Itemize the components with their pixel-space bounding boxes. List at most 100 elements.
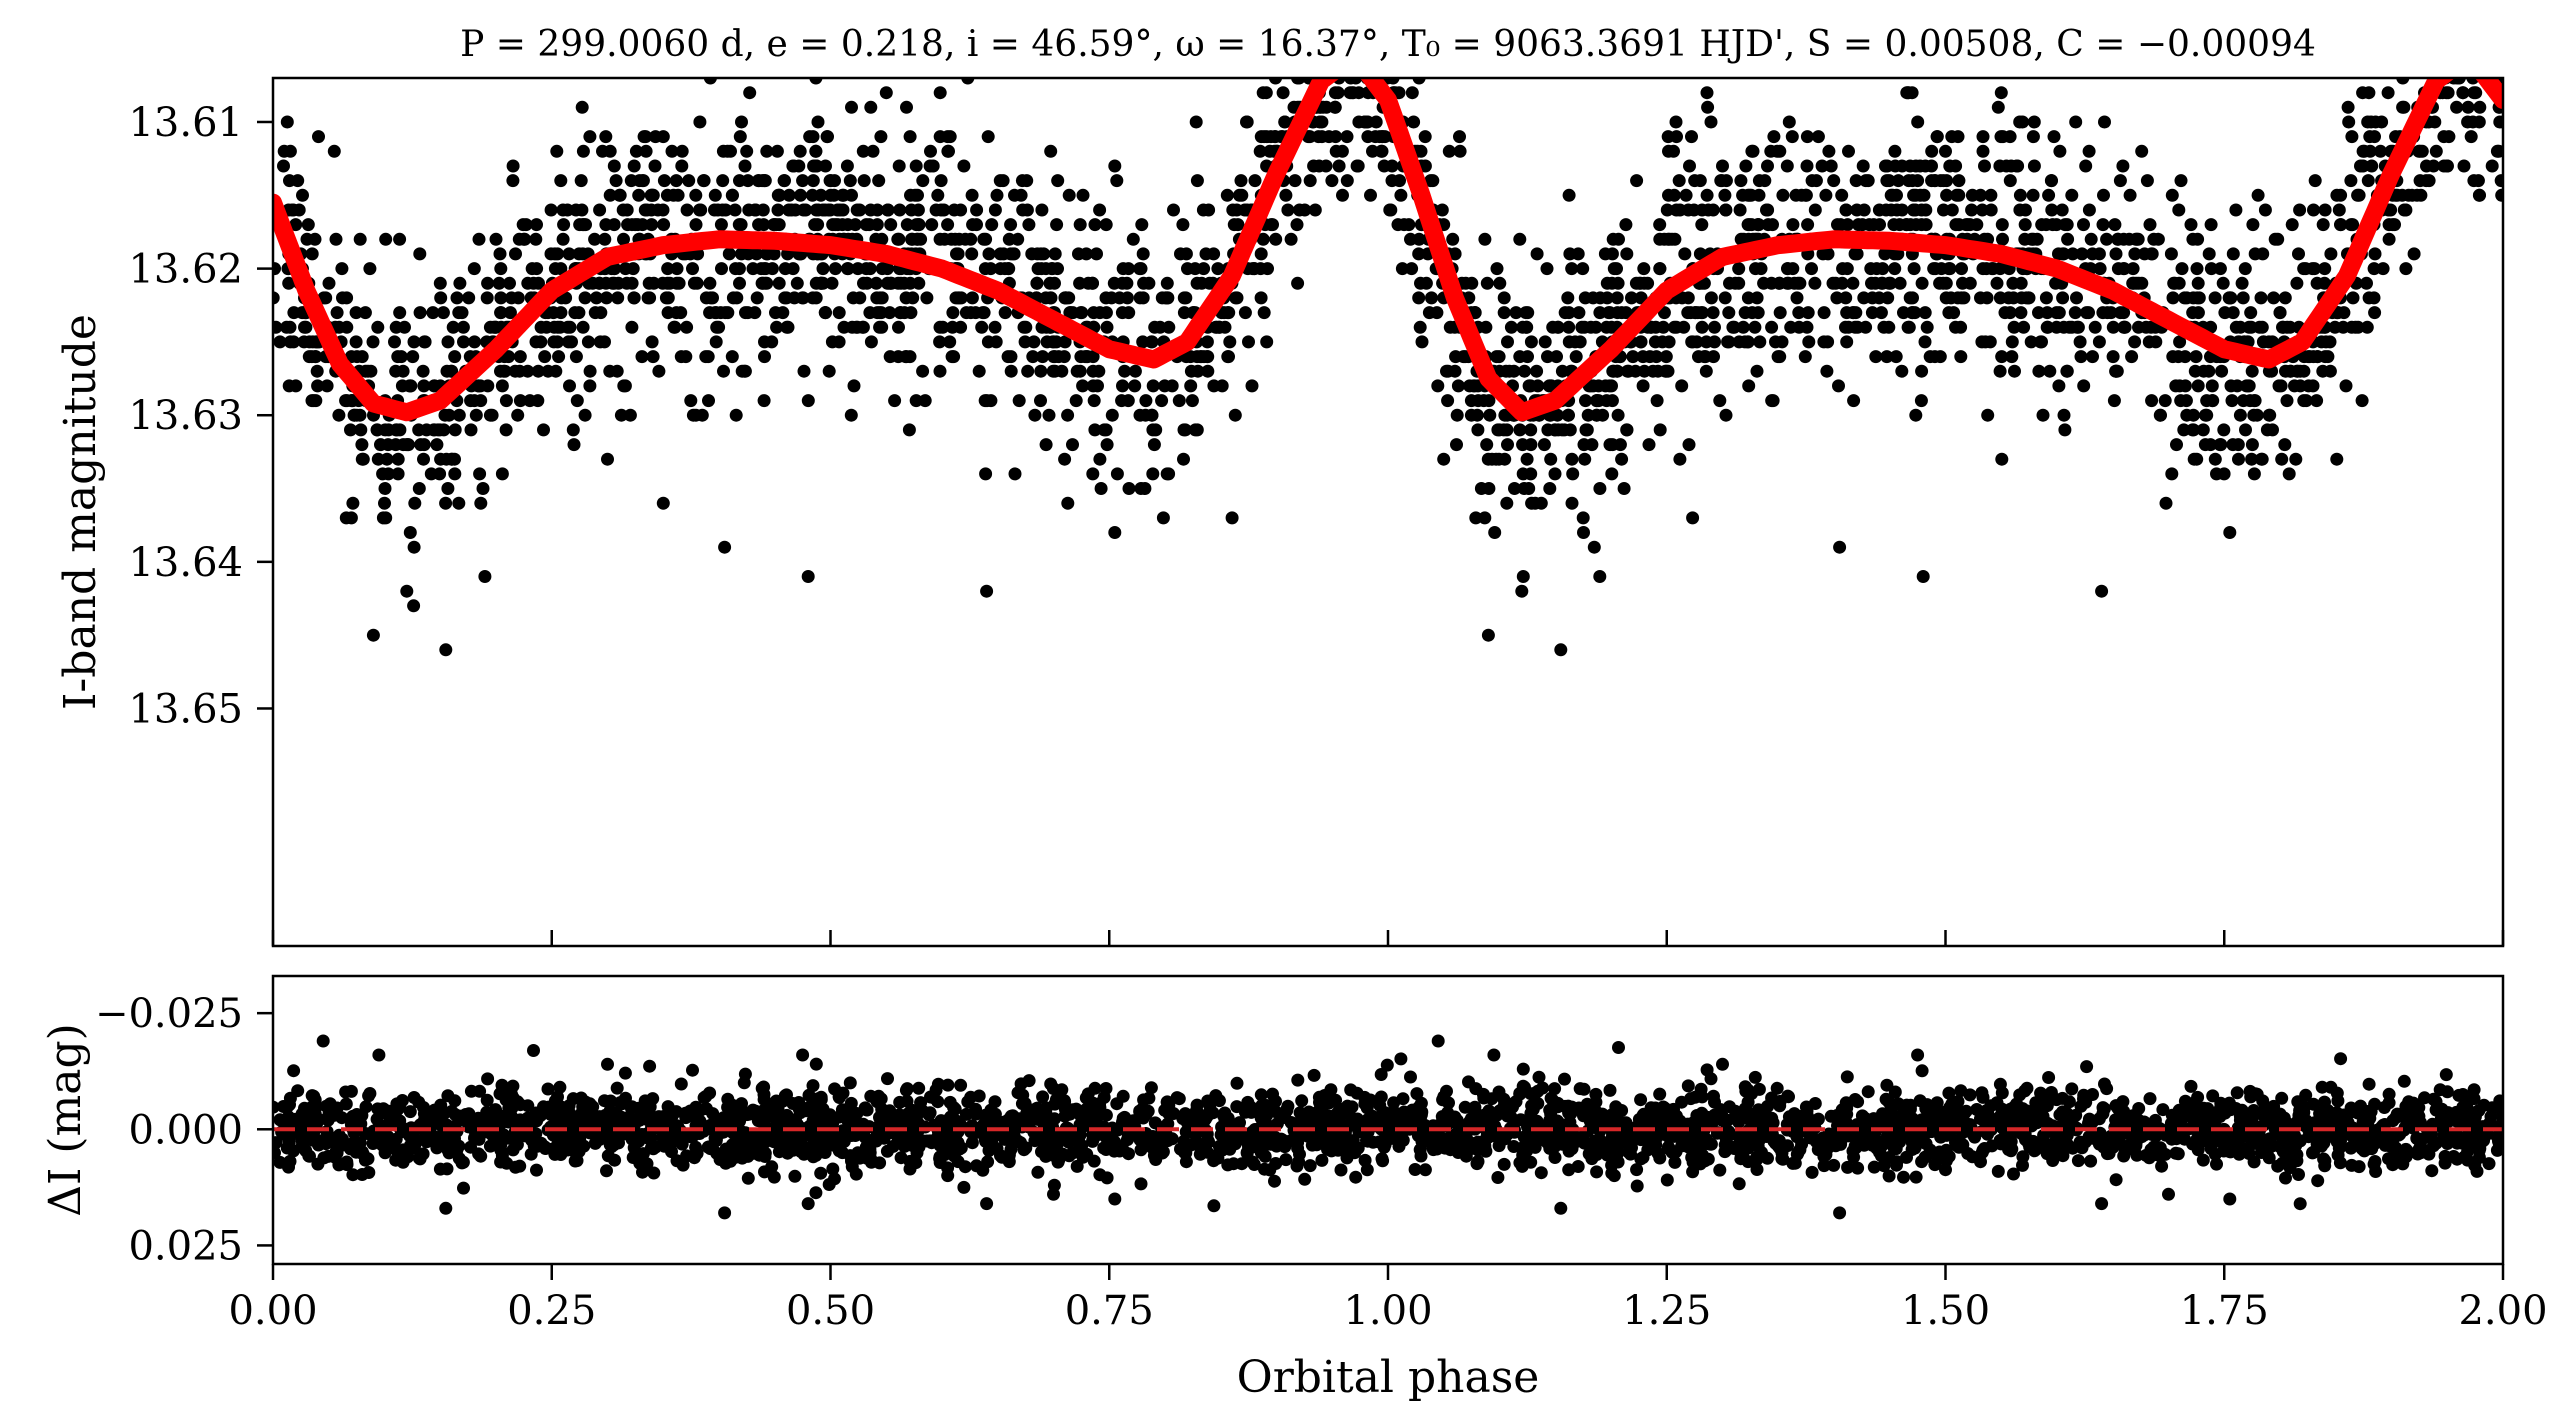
magnitude-point — [2117, 306, 2131, 320]
y-tick-label: 13.61 — [128, 100, 243, 146]
magnitude-point — [2135, 144, 2149, 158]
residual-point — [1963, 1088, 1977, 1102]
magnitude-point — [283, 174, 296, 188]
magnitude-point — [635, 350, 649, 364]
magnitude-point — [1446, 232, 1460, 246]
magnitude-point — [1147, 438, 1161, 452]
magnitude-point — [413, 306, 427, 320]
magnitude-point — [2204, 218, 2218, 232]
magnitude-point — [308, 350, 322, 364]
magnitude-point — [578, 408, 592, 422]
magnitude-point — [283, 144, 297, 158]
magnitude-point — [1046, 262, 1059, 276]
magnitude-point — [406, 350, 420, 364]
magnitude-point — [1952, 174, 1966, 188]
magnitude-point — [513, 394, 527, 408]
magnitude-point — [732, 262, 746, 276]
magnitude-point — [900, 218, 914, 232]
magnitude-point — [2250, 408, 2264, 422]
magnitude-point — [579, 218, 592, 232]
magnitude-point — [1963, 276, 1977, 290]
residual-point — [2155, 1159, 2169, 1173]
magnitude-point — [1530, 364, 1544, 378]
magnitude-point — [1718, 291, 1732, 305]
magnitude-point — [2024, 335, 2038, 349]
magnitude-point — [2113, 174, 2127, 188]
magnitude-point — [661, 276, 674, 290]
magnitude-point — [1799, 188, 1813, 202]
magnitude-point — [1695, 218, 1709, 232]
magnitude-point — [2147, 232, 2161, 246]
magnitude-point — [2100, 232, 2114, 246]
magnitude-point — [619, 262, 632, 276]
magnitude-point — [832, 306, 846, 320]
magnitude-point — [441, 335, 455, 349]
magnitude-point — [837, 320, 851, 334]
magnitude-point — [498, 364, 512, 378]
magnitude-point — [1078, 350, 1092, 364]
magnitude-point — [1704, 115, 1718, 129]
magnitude-point — [1051, 174, 1065, 188]
magnitude-point — [1212, 320, 1226, 334]
residual-point — [1877, 1159, 1891, 1173]
magnitude-point — [642, 276, 656, 290]
magnitude-point — [2374, 144, 2387, 158]
magnitude-point — [1970, 218, 1984, 232]
magnitude-point — [1020, 203, 1034, 217]
magnitude-point — [2186, 408, 2200, 422]
magnitude-point — [518, 232, 532, 246]
magnitude-point — [1952, 188, 1966, 202]
magnitude-point — [1714, 174, 1728, 188]
magnitude-point — [468, 335, 481, 349]
magnitude-point — [1857, 203, 1871, 217]
magnitude-point — [757, 394, 771, 408]
magnitude-point — [946, 306, 960, 320]
magnitude-point — [2106, 350, 2120, 364]
magnitude-point — [2361, 115, 2375, 129]
magnitude-point — [478, 570, 492, 583]
magnitude-point — [1046, 364, 1060, 378]
magnitude-point — [346, 394, 360, 408]
magnitude-point — [2077, 218, 2090, 232]
magnitude-point — [1683, 159, 1696, 173]
magnitude-point — [578, 291, 592, 305]
magnitude-point — [2075, 247, 2089, 261]
magnitude-point — [1657, 232, 1671, 246]
magnitude-point — [436, 306, 450, 320]
magnitude-point — [311, 379, 325, 393]
magnitude-point — [1028, 408, 1042, 422]
residual-point — [1142, 1091, 1156, 1105]
magnitude-point — [1993, 159, 2007, 173]
y-tick-label: 13.63 — [128, 393, 243, 439]
magnitude-point — [1605, 320, 1619, 334]
magnitude-point — [2225, 394, 2239, 408]
magnitude-point — [2367, 262, 2381, 276]
magnitude-point — [743, 86, 757, 100]
magnitude-point — [1829, 276, 1843, 290]
magnitude-point — [393, 306, 407, 320]
magnitude-point — [957, 159, 971, 173]
magnitude-point — [2224, 379, 2238, 393]
magnitude-point — [1025, 247, 1039, 261]
magnitude-point — [1713, 394, 1727, 408]
magnitude-point — [1042, 408, 1056, 422]
magnitude-point — [816, 262, 830, 276]
residual-point — [2184, 1079, 2198, 1093]
magnitude-point — [883, 350, 897, 364]
residual-point — [2191, 1143, 2205, 1157]
magnitude-point — [1888, 262, 1902, 276]
magnitude-point — [2323, 364, 2337, 378]
magnitude-point — [1722, 306, 1736, 320]
magnitude-point — [1942, 262, 1956, 276]
magnitude-point — [703, 78, 717, 85]
magnitude-point — [2256, 247, 2270, 261]
magnitude-point — [427, 423, 441, 437]
residual-point — [2452, 1088, 2466, 1102]
magnitude-point — [2492, 144, 2503, 158]
magnitude-point — [801, 394, 815, 408]
magnitude-point — [1335, 144, 1349, 158]
magnitude-point — [378, 482, 392, 495]
magnitude-point — [737, 364, 751, 378]
residual-point — [2369, 1165, 2383, 1178]
magnitude-point — [1118, 364, 1132, 378]
